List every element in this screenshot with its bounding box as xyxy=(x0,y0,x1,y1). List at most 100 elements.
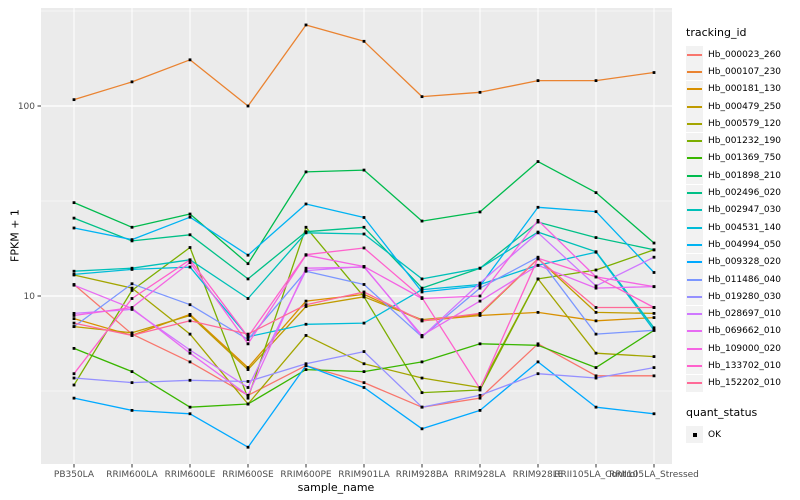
legend-item-Hb_019280_030: Hb_019280_030 xyxy=(686,288,798,306)
legend-item-Hb_002947_030: Hb_002947_030 xyxy=(686,201,798,219)
data-point xyxy=(594,79,598,83)
legend-item-Hb_004531_140: Hb_004531_140 xyxy=(686,219,798,237)
data-point xyxy=(362,321,366,325)
data-point xyxy=(188,265,192,269)
data-point xyxy=(188,303,192,307)
data-point xyxy=(478,210,482,214)
data-point xyxy=(420,391,424,395)
data-point xyxy=(304,334,308,337)
data-point xyxy=(594,351,598,355)
data-point xyxy=(594,306,598,309)
data-point xyxy=(246,386,250,389)
data-point xyxy=(652,374,656,378)
legend-quant-status-block: quant_status OK xyxy=(686,405,798,444)
data-point xyxy=(304,299,308,303)
data-point xyxy=(536,79,540,83)
data-point xyxy=(652,355,656,358)
data-point xyxy=(362,386,366,389)
y-tick-label: 100 xyxy=(18,102,35,112)
data-point xyxy=(594,236,598,239)
legend-title-quant-status: quant_status xyxy=(686,405,758,419)
legend-item-Hb_000579_120: Hb_000579_120 xyxy=(686,115,798,133)
data-point xyxy=(420,286,424,290)
data-point xyxy=(304,23,308,27)
legend-key-line xyxy=(686,98,703,116)
data-point xyxy=(420,319,424,323)
legend-item-Hb_000023_260: Hb_000023_260 xyxy=(686,46,798,64)
data-point xyxy=(72,283,76,287)
data-point xyxy=(130,297,134,300)
data-point xyxy=(478,266,482,270)
data-point xyxy=(130,306,134,309)
legend-item-Hb_069662_010: Hb_069662_010 xyxy=(686,322,798,340)
data-point xyxy=(420,334,424,337)
x-tick-label: RRIM928LE xyxy=(513,470,564,480)
legend-key-line xyxy=(686,305,703,323)
data-point xyxy=(594,332,598,336)
data-point xyxy=(594,366,598,369)
data-point xyxy=(362,381,366,385)
data-point xyxy=(536,220,540,224)
x-tick-label: RRIM600LA xyxy=(106,470,158,480)
legend-item-Hb_002496_020: Hb_002496_020 xyxy=(686,184,798,202)
data-point xyxy=(478,396,482,400)
data-point xyxy=(130,334,134,337)
data-point xyxy=(478,299,482,303)
data-point xyxy=(536,218,540,222)
legend-key-line xyxy=(686,149,703,167)
data-point xyxy=(652,328,656,332)
data-point xyxy=(304,364,308,368)
data-point xyxy=(652,311,656,315)
data-point xyxy=(478,387,482,391)
data-point xyxy=(130,286,134,290)
data-point xyxy=(478,90,482,94)
data-point xyxy=(420,288,424,292)
data-point xyxy=(246,253,250,257)
legend-item-label: Hb_133702_010 xyxy=(708,360,782,371)
data-point xyxy=(246,445,250,449)
y-axis-title: FPKM + 1 xyxy=(8,209,22,262)
data-point xyxy=(362,292,366,296)
data-point xyxy=(188,58,192,62)
data-point xyxy=(478,294,482,298)
data-point xyxy=(594,405,598,409)
data-point xyxy=(478,408,482,412)
x-tick-label: RRIM901LA xyxy=(338,470,390,480)
data-point xyxy=(478,284,482,288)
legend-key-line xyxy=(686,63,703,81)
legend-key-line xyxy=(686,132,703,150)
legend-key-line xyxy=(686,322,703,340)
legend-key-line xyxy=(686,340,703,358)
data-point xyxy=(188,319,192,323)
data-point xyxy=(188,212,192,216)
data-point xyxy=(536,160,540,163)
legend-key-line xyxy=(686,184,703,202)
legend-key-line xyxy=(686,357,703,375)
data-point xyxy=(188,360,192,364)
data-point xyxy=(246,277,250,281)
data-point xyxy=(72,396,76,400)
data-point xyxy=(72,317,76,321)
data-point xyxy=(246,104,250,108)
data-point xyxy=(420,376,424,380)
legend-item-Hb_001232_190: Hb_001232_190 xyxy=(686,132,798,150)
legend-item-label: Hb_001232_190 xyxy=(708,136,782,147)
y-tick-label: 10 xyxy=(24,292,36,302)
legend-item-Hb_011486_040: Hb_011486_040 xyxy=(686,271,798,288)
x-tick-label: RRIM928BA xyxy=(396,470,449,480)
legend-item-label: OK xyxy=(708,429,721,440)
data-point xyxy=(594,310,598,314)
data-point xyxy=(304,305,308,308)
data-point xyxy=(420,360,424,364)
legend-key-line xyxy=(686,253,703,271)
data-point xyxy=(72,311,76,315)
x-tick-label: RRIM600PE xyxy=(280,470,332,480)
legend-item-Hb_028697_010: Hb_028697_010 xyxy=(686,305,798,323)
data-point xyxy=(478,342,482,346)
data-point xyxy=(594,250,598,254)
data-point xyxy=(362,362,366,366)
x-tick-label: RRIM600LE xyxy=(165,470,216,480)
data-point xyxy=(304,269,308,273)
data-point xyxy=(72,383,76,387)
